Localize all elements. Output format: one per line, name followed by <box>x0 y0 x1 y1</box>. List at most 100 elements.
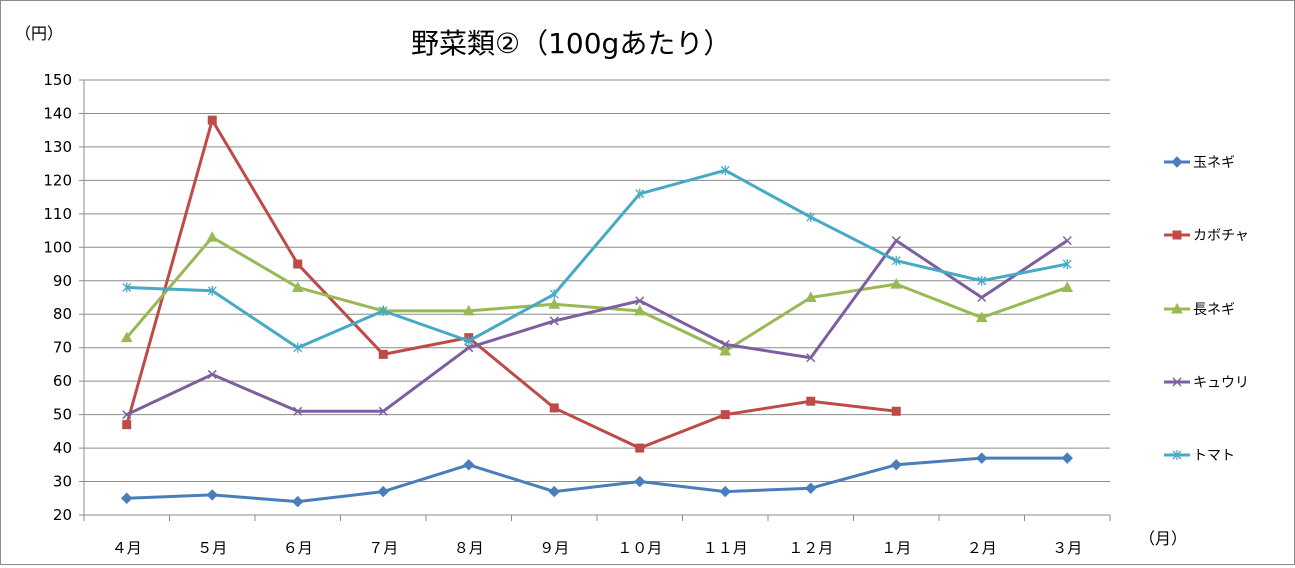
y-tick-label: 140 <box>43 104 72 122</box>
legend-label: トマト <box>1193 448 1235 464</box>
marker-stroke <box>464 343 474 353</box>
x-tick-label: １１月 <box>703 539 748 557</box>
data-point <box>121 492 133 504</box>
data-point <box>635 443 645 453</box>
data-point <box>464 336 474 346</box>
data-point <box>464 343 474 353</box>
x-tick-label: ７月 <box>368 539 398 557</box>
x-tick-label: ６月 <box>283 539 313 557</box>
data-point <box>462 304 475 316</box>
marker-stroke <box>122 410 132 420</box>
data-point <box>548 298 561 309</box>
series-4 <box>122 165 1072 353</box>
data-point <box>378 406 388 416</box>
y-tick-label: 60 <box>53 372 72 390</box>
data-point <box>976 452 988 464</box>
data-point <box>122 420 132 430</box>
marker-stroke <box>293 406 303 416</box>
data-point <box>806 212 816 223</box>
series-line <box>126 168 1068 350</box>
series-line <box>125 235 1068 353</box>
data-point <box>890 459 902 471</box>
y-tick-label: 20 <box>53 506 72 524</box>
data-point <box>206 489 218 501</box>
series-line <box>126 456 1068 504</box>
y-tick-label: 80 <box>53 305 72 323</box>
series-3 <box>122 236 1072 420</box>
marker-stroke <box>635 296 645 306</box>
legend-entry: 玉ネギ <box>1164 155 1235 171</box>
data-point <box>633 304 646 316</box>
data-point <box>463 459 475 471</box>
data-point <box>720 410 730 420</box>
marker-stroke <box>378 406 388 416</box>
data-point <box>122 410 132 420</box>
x-tick-label: １月 <box>881 539 911 557</box>
data-point <box>293 259 303 269</box>
legend-entry: カボチャ <box>1164 228 1249 244</box>
data-point <box>120 331 133 343</box>
data-point <box>806 353 816 363</box>
marker-stroke <box>977 292 987 303</box>
legend-marker <box>1172 450 1182 460</box>
data-point <box>293 342 303 353</box>
marker-stroke <box>549 316 559 326</box>
y-axis-label: （円） <box>15 24 63 43</box>
marker-stroke <box>1062 236 1072 246</box>
data-point <box>891 236 901 246</box>
series-1 <box>122 115 901 453</box>
legend-entry: トマト <box>1164 448 1235 464</box>
x-tick-label: ４月 <box>112 539 142 557</box>
series-line <box>126 239 1069 416</box>
marker-stroke <box>207 369 217 379</box>
legend-entry: 長ネギ <box>1164 302 1235 318</box>
legend-entry: キュウリ <box>1164 375 1249 391</box>
data-point <box>975 311 988 323</box>
y-tick-label: 100 <box>43 238 72 256</box>
y-tick-label: 130 <box>43 138 72 156</box>
y-tick-label: 110 <box>43 205 72 223</box>
legend-label: カボチャ <box>1193 228 1249 244</box>
marker-stroke <box>806 353 816 363</box>
data-point <box>891 255 901 266</box>
data-point <box>122 282 132 293</box>
x-tick-label: ９月 <box>539 539 569 557</box>
x-tick-label: １２月 <box>788 539 833 557</box>
data-point <box>635 188 645 199</box>
legend-marker <box>1172 377 1182 387</box>
x-tick-label: １０月 <box>617 539 662 557</box>
data-point <box>720 339 730 349</box>
legend-label: キュウリ <box>1193 375 1249 391</box>
x-tick-label: ３月 <box>1052 539 1082 557</box>
data-point <box>977 292 987 303</box>
data-point <box>719 345 732 356</box>
legend-marker <box>1172 230 1182 240</box>
data-point <box>1061 281 1074 292</box>
data-point <box>549 289 559 300</box>
data-point <box>1062 236 1072 246</box>
data-point <box>977 275 987 286</box>
data-point <box>1062 259 1072 270</box>
data-point <box>549 316 559 326</box>
data-point <box>890 278 903 289</box>
axes: 20 30 40 50 60 70 80 90 100 110 120 130 140 150 ４月 ５月 ６月… <box>43 71 1111 557</box>
y-tick-label: 50 <box>53 406 72 424</box>
series-0 <box>121 452 1073 508</box>
data-point <box>206 231 219 242</box>
series-lines <box>120 115 1074 508</box>
grid-lines <box>84 79 1110 483</box>
legend-label: 長ネギ <box>1193 302 1235 318</box>
data-point <box>549 403 559 413</box>
x-tick-label: ２月 <box>967 539 997 557</box>
data-point <box>378 305 388 316</box>
data-point <box>207 369 217 379</box>
x-tick-label: ８月 <box>454 539 484 557</box>
data-point <box>804 291 817 302</box>
data-point <box>293 406 303 416</box>
legend-marker <box>1171 156 1183 168</box>
y-tick-label: 120 <box>43 171 72 189</box>
data-point <box>805 482 817 494</box>
